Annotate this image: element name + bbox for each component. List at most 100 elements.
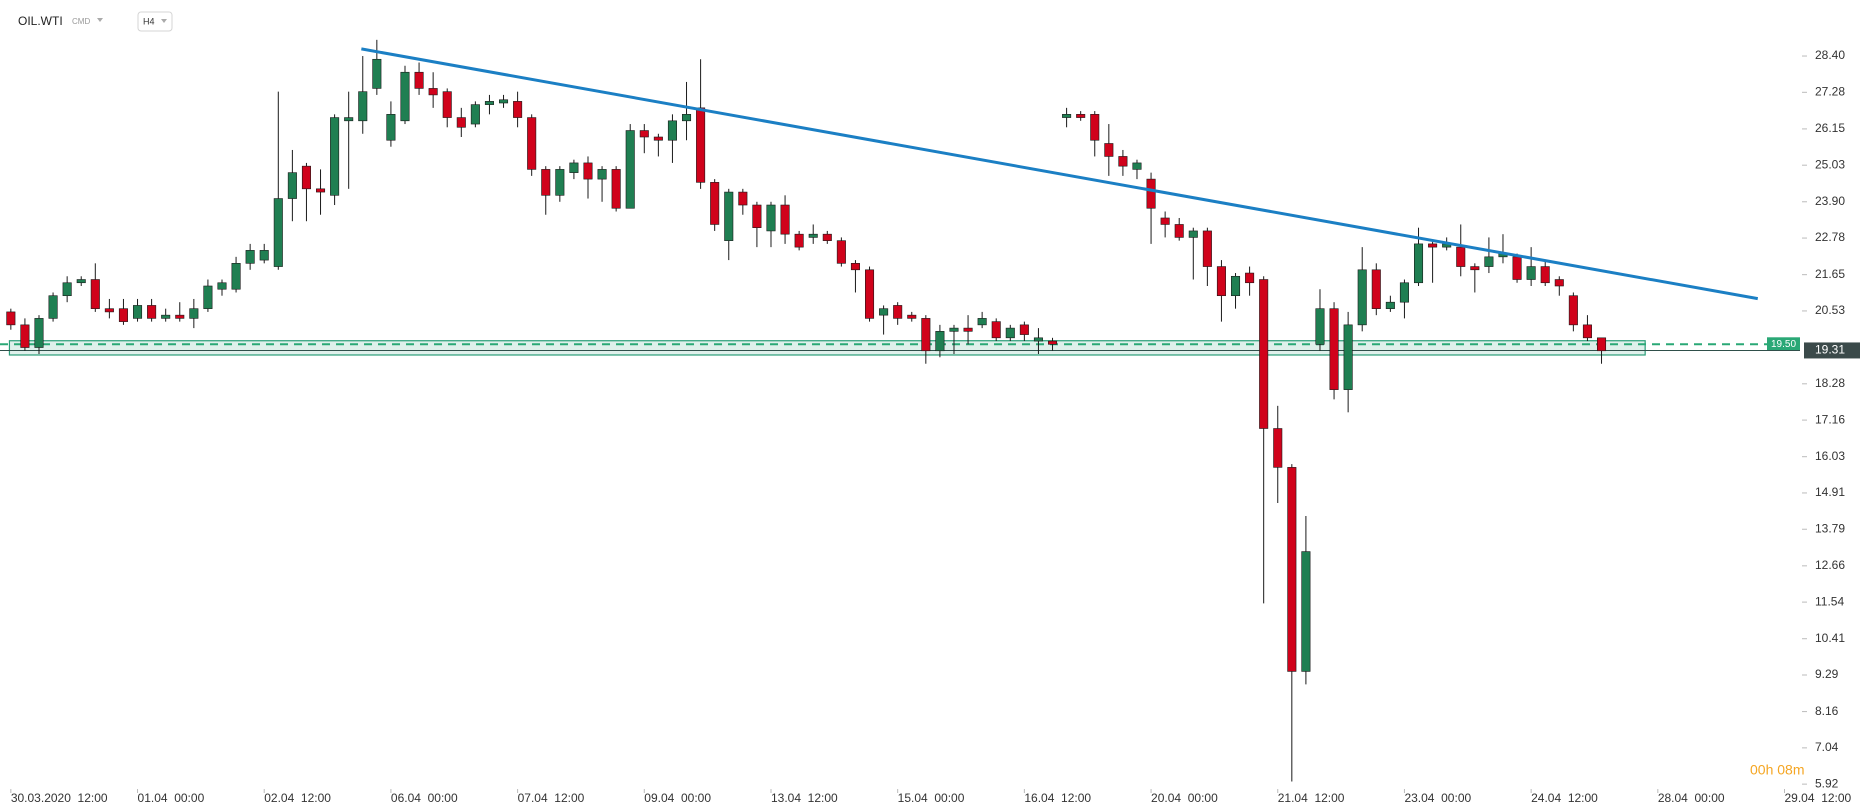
x-tick-label: 02.04 12:00 [264,791,331,805]
candle-body [836,240,846,264]
candle-body [696,107,706,183]
candle-body [273,198,283,267]
candle-body [1132,162,1142,170]
y-tick-label: 28.40 [1815,48,1845,62]
timeframe-dropdown[interactable] [161,19,167,23]
candle-body [203,285,213,309]
candle-body [766,204,776,232]
candle-body [1245,272,1255,284]
x-tick-label: 30.03.2020 12:00 [11,791,108,805]
candle-body [977,318,987,326]
candle-body [1399,282,1409,303]
candle-body [1582,324,1592,339]
candle-body [1202,230,1212,267]
x-tick-label: 16.04 12:00 [1024,791,1091,805]
y-tick-label: 21.65 [1815,267,1845,281]
candle-body [442,91,452,118]
candle-body [287,172,297,199]
y-tick-label: 25.03 [1815,157,1845,171]
candle-body [245,250,255,264]
candle-body [133,305,143,319]
candle-body [1090,114,1100,141]
candle-body [724,191,734,241]
candle-body [625,130,635,209]
x-tick-label: 24.04 12:00 [1531,791,1598,805]
candle-body [865,269,875,319]
candle-body [1230,275,1241,297]
x-tick-label: 23.04 00:00 [1404,791,1471,805]
candle-body [1047,340,1058,345]
candle-body [147,305,157,319]
candle-body [541,169,551,196]
x-tick-label: 15.04 00:00 [898,791,965,805]
support-zone [8,340,1646,356]
candle-body [414,71,424,89]
candle-body [583,162,593,180]
candle-body [1329,308,1339,390]
candle-body [991,321,1001,339]
candle-body [1019,324,1029,335]
candle-body [1076,114,1086,118]
candle-body [569,162,579,173]
candle-body [963,327,973,332]
candle-body [513,101,523,118]
candle-body [1104,143,1114,157]
candle-body [217,282,227,290]
price-level-label: 19.31 [1815,343,1845,357]
candle-body [738,191,748,206]
timeframe-button[interactable] [137,11,173,32]
candle-body [428,88,438,96]
candle-body [1357,269,1367,326]
candle-body [1540,266,1550,284]
candle-body [752,204,762,228]
candle-body [1413,243,1424,284]
y-tick-label: 23.90 [1815,194,1845,208]
candle-body [893,305,903,319]
candle-body [1385,301,1395,309]
candle-body [301,165,311,190]
candle-body [921,318,931,352]
candle-body [935,331,945,352]
candle-body [1160,217,1170,225]
candle-body [555,169,565,196]
candle-body [597,169,607,180]
candle-body [118,308,128,322]
y-tick-label: 22.78 [1815,230,1845,244]
candle-body [231,263,241,290]
candle-body [1596,337,1607,352]
candle-body [907,314,917,319]
candle-body [358,91,368,122]
candle-body [1118,156,1128,167]
candle-body [316,188,326,193]
candle-body [372,58,382,89]
candle-body [1287,467,1297,672]
x-tick-label: 06.04 00:00 [391,791,458,805]
candle-body [653,136,663,141]
candle-body [1512,256,1522,280]
candle-body [710,182,720,225]
candle-body [161,314,171,319]
candle-body [1188,230,1198,238]
candle-body [879,308,889,316]
market-dropdown[interactable] [97,18,103,22]
candle-body [1526,266,1536,280]
candle-body [1273,428,1283,468]
countdown: 00h 08m [1750,762,1804,778]
candle-body [1315,308,1325,345]
y-tick-label: 11.54 [1815,594,1844,608]
candle-body [1062,114,1072,118]
x-tick-label: 20.04 00:00 [1151,791,1218,805]
candle-body [682,114,692,122]
y-tick-label: 13.79 [1815,521,1845,535]
symbol: OIL.WTI [18,14,63,28]
trendline [361,47,1759,301]
candle-body [1005,327,1015,339]
price-level-label: 19.50 [1771,339,1796,350]
candle-body [667,120,677,141]
candle-body [1216,266,1226,297]
x-tick-label: 13.04 12:00 [771,791,838,805]
price-level-tag [1804,342,1860,359]
x-tick-label: 21.04 12:00 [1278,791,1345,805]
